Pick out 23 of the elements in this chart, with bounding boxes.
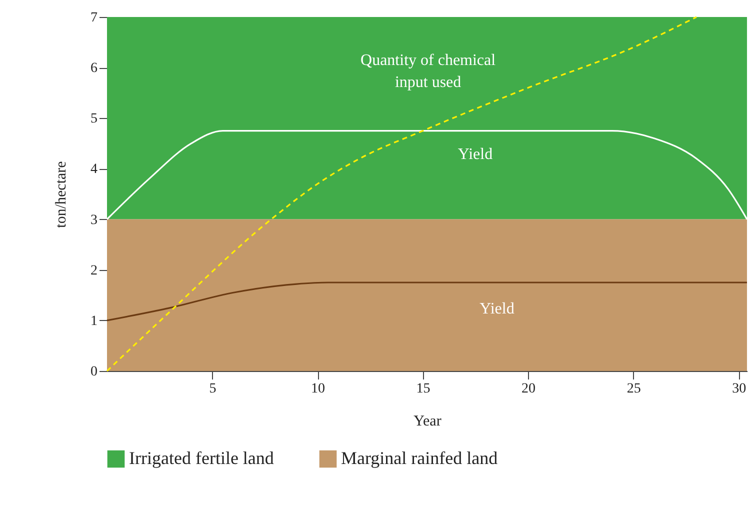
x-tick-label: 10 xyxy=(311,382,326,396)
x-tick-label: 15 xyxy=(416,382,430,396)
x-axis-title: Year xyxy=(414,414,442,430)
x-tick-label: 20 xyxy=(522,382,536,396)
x-tick-label: 5 xyxy=(209,382,216,396)
line-series xyxy=(106,16,698,372)
series-label: Yield xyxy=(480,300,514,318)
y-tick-label: 6 xyxy=(90,61,98,76)
series-label: Quantity of chemical input used xyxy=(360,52,496,91)
y-tick-label: 7 xyxy=(90,10,98,26)
y-tick-label: 0 xyxy=(90,364,98,380)
y-tick-label: 5 xyxy=(90,112,98,127)
y-tick-label: 1 xyxy=(90,314,98,329)
x-tick-label: 25 xyxy=(626,382,641,396)
line-series xyxy=(106,282,748,322)
y-tick-label: 2 xyxy=(90,263,98,278)
y-axis-title: ton/hectare xyxy=(54,160,70,228)
series-label: Yield xyxy=(458,146,493,163)
y-tick-label: 4 xyxy=(90,162,98,178)
x-tick-label: 30 xyxy=(732,382,746,396)
legend-label: Irrigated fertile land xyxy=(129,448,274,468)
y-tick-label: 3 xyxy=(90,212,98,228)
legend-label: Marginal rainfed land xyxy=(341,448,498,468)
